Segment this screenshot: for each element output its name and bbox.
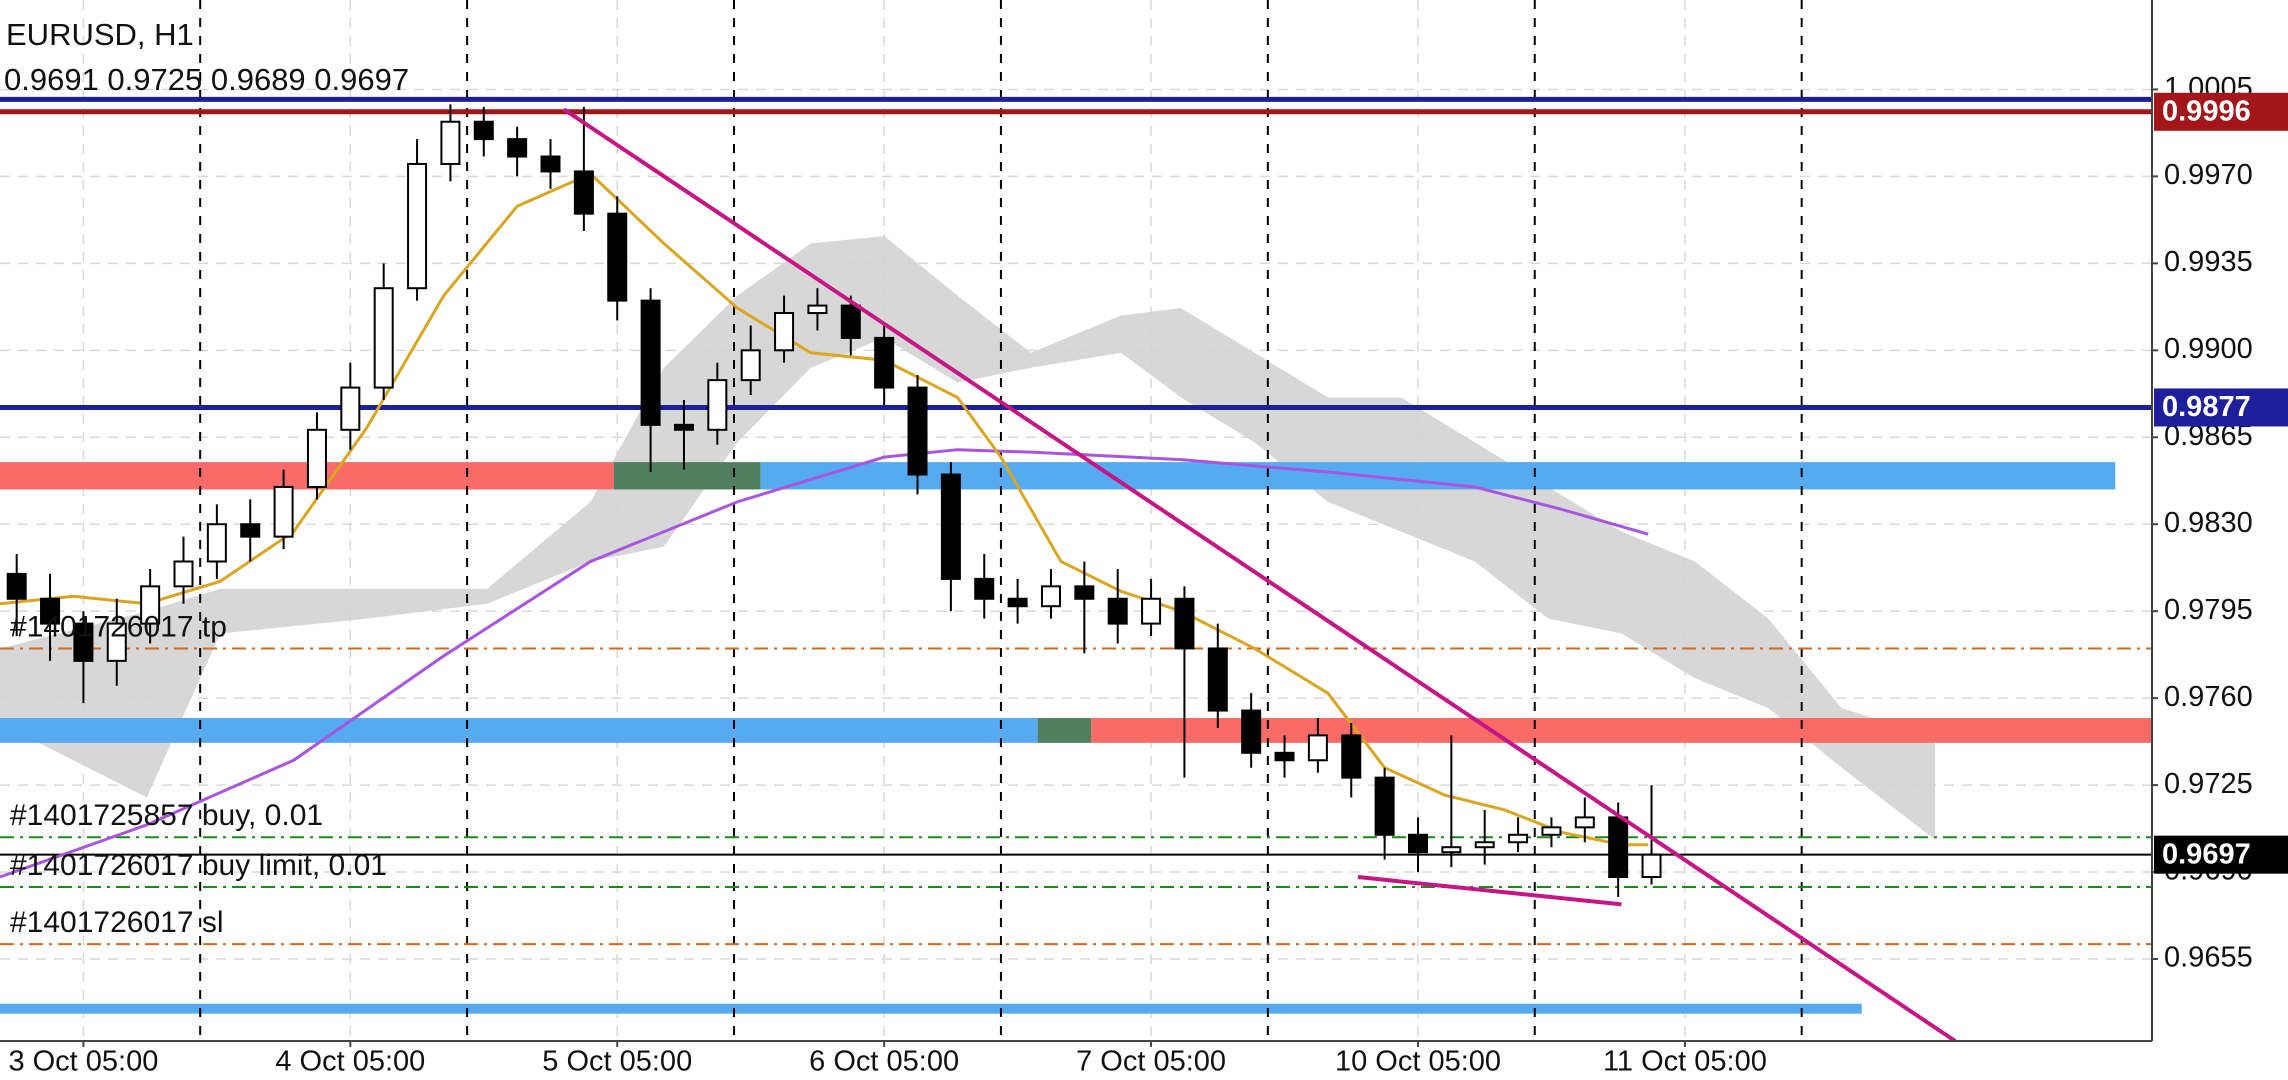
zone (0, 462, 614, 490)
zone (760, 462, 2116, 490)
moving-average (0, 172, 1649, 847)
price-label: 0.9697 (2162, 838, 2251, 870)
candle-body (640, 299, 661, 426)
candle-body (1574, 816, 1595, 829)
candle-body (1207, 647, 1228, 712)
candle-body (140, 585, 161, 625)
candle-body (340, 386, 361, 431)
price-label: 0.9877 (2162, 391, 2251, 423)
candle-body (740, 349, 761, 382)
candle-body (1274, 751, 1295, 762)
ichimoku-cloud (0, 236, 1936, 840)
candle-body (1107, 597, 1128, 625)
candle-body (1541, 826, 1562, 836)
candle-body (907, 386, 928, 476)
candle-body (206, 523, 227, 563)
candle-body (840, 304, 861, 339)
candle-body (1174, 597, 1195, 650)
zone (1037, 718, 1092, 743)
x-tick-label: 4 Oct 05:00 (275, 1046, 425, 1078)
x-tick-label: 5 Oct 05:00 (542, 1046, 692, 1078)
candle-body (6, 572, 27, 600)
candle-body (774, 312, 795, 352)
candle-body (507, 138, 528, 158)
candle-body (273, 485, 294, 538)
y-tick-label: 0.9725 (2164, 768, 2253, 800)
price-label-box (2154, 92, 2288, 131)
x-tick-label: 7 Oct 05:00 (1076, 1046, 1226, 1078)
candle-body (573, 170, 594, 215)
candle-body (1241, 709, 1262, 754)
candle-body (1608, 816, 1629, 879)
order-label: #1401725857 buy, 0.01 (10, 799, 323, 832)
trendline (562, 107, 1957, 1041)
candle-body (1040, 585, 1061, 608)
candle-body (540, 155, 561, 173)
y-tick-label: 0.9935 (2164, 246, 2253, 278)
candle-body (173, 560, 194, 588)
x-tick-label: 6 Oct 05:00 (809, 1046, 959, 1078)
trendline (1357, 875, 1622, 907)
y-tick-label: 0.9970 (2164, 159, 2253, 191)
ohlc-text: 0.9691 0.9725 0.9689 0.9697 (4, 62, 409, 97)
price-label-box (2154, 835, 2288, 874)
order-label: #1401726017 sl (10, 906, 224, 939)
price-label-box (2154, 388, 2288, 427)
candle-body (607, 212, 628, 302)
candle-body (407, 162, 428, 290)
x-tick-label: 3 Oct 05:00 (8, 1046, 158, 1078)
candle-body (373, 287, 394, 389)
candle-body (1307, 734, 1328, 762)
candle-body (1474, 841, 1495, 849)
candle-body (1407, 833, 1428, 854)
order-label: #1401726017 buy limit, 0.01 (10, 849, 387, 882)
symbol-title: EURUSD, H1 (6, 17, 194, 52)
candle-body (874, 336, 895, 389)
candle-body (1508, 833, 1529, 844)
plot-area: #1401726017 tp #1401725857 buy, 0.01 #1401… (0, 0, 2152, 1041)
candle-body (106, 622, 127, 662)
candle-body (1007, 597, 1028, 608)
y-tick-label: 0.9795 (2164, 594, 2253, 626)
candle-body (1641, 853, 1662, 879)
candle-body (1374, 776, 1395, 836)
candle-body (40, 597, 61, 625)
candle-body (306, 428, 327, 488)
candle-body (1341, 734, 1362, 779)
candle-body (73, 622, 94, 662)
order-label: #1401726017 tp (10, 610, 227, 643)
price-label: 0.9996 (2162, 95, 2251, 127)
candle-body (473, 120, 494, 141)
candle-body (1141, 597, 1162, 625)
candle-body (1441, 846, 1462, 854)
candle-body (440, 120, 461, 165)
candle-body (673, 423, 694, 431)
candle-body (807, 304, 828, 315)
candle-body (240, 523, 261, 538)
y-tick-label: 0.9900 (2164, 333, 2253, 365)
candle-body (940, 473, 961, 580)
candle-body (974, 577, 995, 600)
axis-area: 0.96550.96900.97250.97600.97950.98300.98… (8, 72, 2288, 1078)
candle-body (1074, 585, 1095, 600)
x-tick-label: 10 Oct 05:00 (1335, 1046, 1501, 1078)
y-tick-label: 0.9760 (2164, 681, 2253, 713)
zone (0, 1003, 1862, 1014)
candle-body (707, 379, 728, 431)
x-tick-label: 11 Oct 05:00 (1603, 1046, 1767, 1078)
zone (613, 462, 761, 490)
y-tick-label: 0.9655 (2164, 942, 2253, 974)
zone (0, 718, 1038, 743)
y-tick-label: 0.9830 (2164, 507, 2253, 539)
